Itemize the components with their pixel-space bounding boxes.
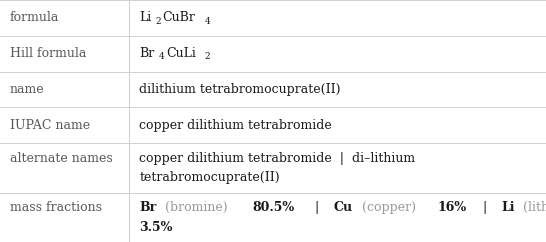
Text: (copper): (copper) — [358, 201, 420, 214]
Text: CuBr: CuBr — [162, 11, 195, 24]
Text: Br: Br — [139, 201, 157, 214]
Text: Cu: Cu — [333, 201, 352, 214]
Text: copper dilithium tetrabromide  |  di–lithium: copper dilithium tetrabromide | di–lithi… — [139, 152, 416, 165]
Text: copper dilithium tetrabromide: copper dilithium tetrabromide — [139, 119, 332, 132]
Text: 3.5%: 3.5% — [139, 221, 173, 234]
Text: (lithium): (lithium) — [519, 201, 546, 214]
Text: Br: Br — [139, 47, 155, 60]
Text: 4: 4 — [159, 53, 165, 61]
Text: dilithium tetrabromocuprate(II): dilithium tetrabromocuprate(II) — [139, 83, 341, 96]
Text: Hill formula: Hill formula — [10, 47, 86, 60]
Text: Li: Li — [139, 11, 151, 24]
Text: 2: 2 — [155, 17, 161, 26]
Text: Li: Li — [501, 201, 515, 214]
Text: 16%: 16% — [438, 201, 467, 214]
Text: mass fractions: mass fractions — [10, 201, 102, 214]
Text: 2: 2 — [205, 53, 211, 61]
Text: |: | — [307, 201, 327, 214]
Text: alternate names: alternate names — [10, 152, 112, 165]
Text: name: name — [10, 83, 44, 96]
Text: tetrabromocuprate(II): tetrabromocuprate(II) — [139, 171, 280, 184]
Text: |: | — [476, 201, 496, 214]
Text: 80.5%: 80.5% — [253, 201, 295, 214]
Text: IUPAC name: IUPAC name — [10, 119, 90, 132]
Text: CuLi: CuLi — [167, 47, 196, 60]
Text: 4: 4 — [205, 17, 210, 26]
Text: formula: formula — [10, 11, 59, 24]
Text: (bromine): (bromine) — [162, 201, 232, 214]
